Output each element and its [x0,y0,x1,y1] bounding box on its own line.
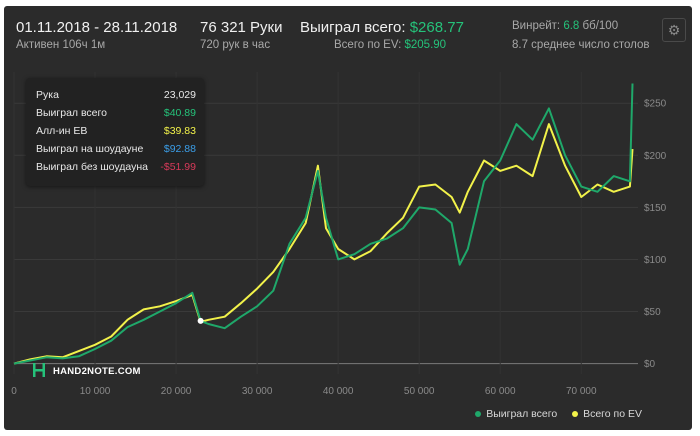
hand2note-logo: HAND2NOTE.COM [32,362,141,380]
tooltip-row-non-showdown: Выиграл без шоудауна -$51.99 [36,158,196,176]
tooltip-row-won: Выиграл всего $40.89 [36,104,196,122]
chart-legend: Выиграл всего Всего по EV [463,408,642,420]
tooltip-label: Выиграл на шоудауне [36,143,144,155]
date-range: 01.11.2018 - 28.11.2018 [16,19,178,36]
legend-item-ev[interactable]: Всего по EV [572,408,642,420]
graph-panel: 01.11.2018 - 28.11.2018 Активен 106ч 1м … [4,6,692,430]
series-line-won [13,83,634,365]
y-tick-label: $50 [644,307,661,318]
legend-dot [475,411,482,418]
tooltip-label: Рука [36,89,59,101]
hands-rate: 720 рук в час [200,39,271,51]
winrate-label: Винрейт: [512,20,561,32]
x-tick-label: 60 000 [485,386,516,397]
active-time: Активен 106ч 1м [16,39,106,51]
tooltip-label: Выиграл всего [36,107,107,119]
winrate-value: 6.8 [563,20,580,32]
hands-total: 76 321 Руки [200,19,283,36]
won-total: Выиграл всего: $268.77 [300,19,464,36]
tooltip-value: $40.89 [163,107,196,119]
tooltip-value: $39.83 [163,125,196,137]
x-tick-label: 20 000 [161,386,192,397]
tooltip-label: Алл-ин ЕВ [36,125,88,137]
hover-point [197,317,204,324]
legend-dot [572,411,579,418]
ev-total-value: $205.90 [404,39,447,51]
tooltip-label: Выиграл без шоудауна [36,161,148,173]
legend-label: Всего по EV [583,408,642,420]
tooltip-row-showdown: Выиграл на шоудауне $92.88 [36,140,196,158]
legend-item-won[interactable]: Выиграл всего [475,408,560,420]
y-tick-label: $100 [644,255,667,266]
ev-total-label: Всего по EV: [334,39,402,51]
tooltip-row-hand: Рука 23,029 [36,86,196,104]
legend-label: Выиграл всего [486,408,558,420]
x-tick-label: 10 000 [80,386,111,397]
gear-icon[interactable]: ⚙ [662,18,686,42]
winrate: Винрейт: 6.8 бб/100 [512,20,618,32]
y-tick-label: $250 [644,99,667,110]
x-tick-label: 50 000 [404,386,435,397]
tooltip-value: 23,029 [163,89,196,101]
tooltip-value: $92.88 [163,143,196,155]
x-tick-label: 0 [11,386,17,397]
series-line-ev [13,123,634,365]
y-tick-label: $150 [644,203,667,214]
tooltip-row-allin-ev: Алл-ин ЕВ $39.83 [36,122,196,140]
x-tick-label: 30 000 [242,386,273,397]
hover-tooltip: Рука 23,029 Выиграл всего $40.89 Алл-ин … [26,78,204,186]
x-tick-label: 70 000 [566,386,597,397]
y-tick-label: $0 [644,359,656,370]
avg-tables: 8.7 среднее число столов [512,39,650,51]
won-total-value: $268.77 [409,19,464,36]
x-tick-label: 40 000 [323,386,354,397]
tooltip-value: -$51.99 [160,161,196,173]
ev-total: Всего по EV: $205.90 [334,39,446,51]
logo-text: HAND2NOTE.COM [52,366,141,378]
won-total-label: Выиграл всего: [300,19,406,36]
winrate-unit: бб/100 [582,20,619,32]
logo-mark-icon [32,362,46,381]
y-tick-label: $200 [644,151,667,162]
